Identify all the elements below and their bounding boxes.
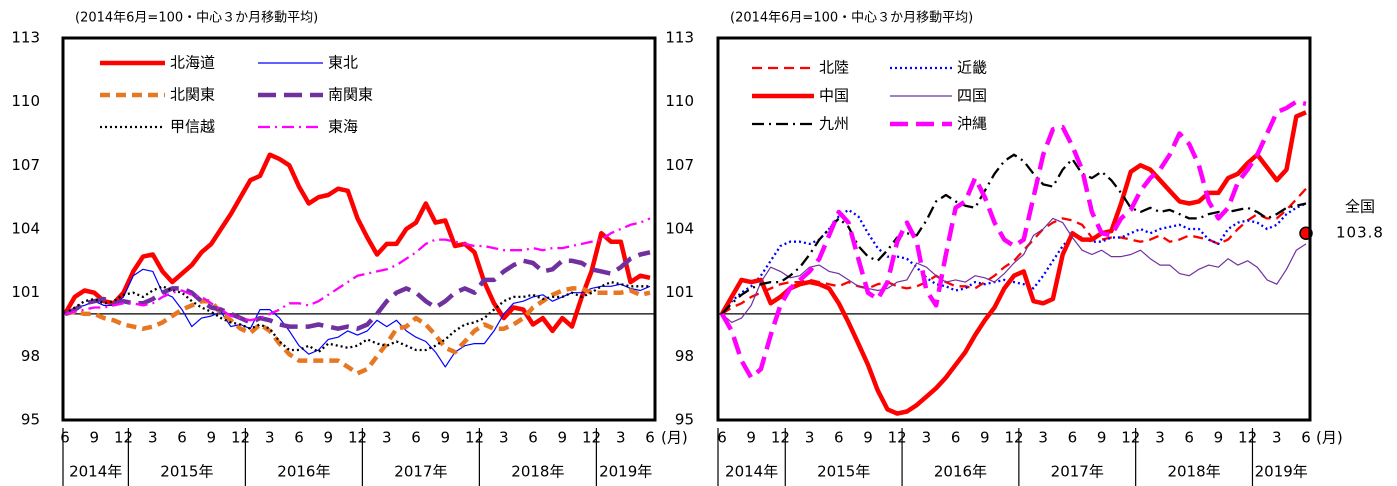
x-tick-label: 9 bbox=[557, 429, 567, 447]
series-line bbox=[64, 217, 651, 322]
x-tick-label: 9 bbox=[1097, 429, 1107, 447]
y-tick-label: 110 bbox=[665, 92, 694, 110]
x-tick-label: 6 bbox=[717, 429, 727, 447]
x-tick-label: 6 bbox=[1184, 429, 1194, 447]
legend-label: 東海 bbox=[328, 118, 358, 136]
x-tick-label: 9 bbox=[746, 429, 756, 447]
annotation-value: 103.8 bbox=[1336, 224, 1384, 242]
x-tick-label: 9 bbox=[206, 429, 216, 447]
x-tick-label: 6 bbox=[1068, 429, 1078, 447]
legend-label: 中国 bbox=[819, 87, 849, 105]
x-tick-label: 3 bbox=[1038, 429, 1048, 447]
y-tick-label: 107 bbox=[11, 156, 40, 174]
y-tick-label: 113 bbox=[11, 29, 40, 47]
y-tick-label: 95 bbox=[21, 411, 40, 429]
x-tick-label: 12 bbox=[582, 429, 601, 447]
year-label: 2014年 bbox=[69, 463, 122, 481]
x-tick-label: 9 bbox=[323, 429, 333, 447]
x-tick-label: 12 bbox=[1238, 429, 1257, 447]
legend-label: 沖縄 bbox=[957, 115, 987, 133]
year-label: 2017年 bbox=[1051, 463, 1104, 481]
legend-label: 九州 bbox=[819, 115, 849, 133]
year-label: 2015年 bbox=[817, 463, 870, 481]
series-line bbox=[64, 286, 651, 376]
y-tick-label: 104 bbox=[665, 220, 694, 238]
x-tick-label: 3 bbox=[148, 429, 158, 447]
subtitle: (2014年6月=100・中心３か月移動平均) bbox=[75, 11, 318, 26]
x-tick-label: 6 bbox=[834, 429, 844, 447]
x-tick-label: 3 bbox=[616, 429, 626, 447]
x-tick-label: 3 bbox=[265, 429, 275, 447]
x-tick-label: 12 bbox=[1121, 429, 1140, 447]
y-tick-label: 101 bbox=[665, 283, 694, 301]
x-tick-label: 6 bbox=[411, 429, 421, 447]
x-unit: (月) bbox=[1316, 429, 1343, 447]
x-tick-label: 3 bbox=[922, 429, 932, 447]
legend-label: 南関東 bbox=[328, 86, 373, 104]
series-line bbox=[720, 99, 1307, 380]
y-tick-label: 104 bbox=[11, 220, 40, 238]
legend-label: 北関東 bbox=[170, 86, 215, 104]
x-tick-label: 6 bbox=[177, 429, 187, 447]
x-tick-label: 12 bbox=[114, 429, 133, 447]
x-tick-label: 9 bbox=[980, 429, 990, 447]
plot-frame bbox=[61, 36, 657, 422]
x-tick-label: 3 bbox=[499, 429, 509, 447]
year-label: 2019年 bbox=[1255, 463, 1308, 481]
y-tick-label: 101 bbox=[11, 283, 40, 301]
x-tick-label: 12 bbox=[771, 429, 790, 447]
series-line bbox=[64, 280, 650, 354]
x-tick-label: 6 bbox=[1301, 429, 1311, 447]
x-tick-label: 6 bbox=[951, 429, 961, 447]
year-label: 2018年 bbox=[511, 463, 564, 481]
x-tick-label: 3 bbox=[805, 429, 815, 447]
plot-frame bbox=[716, 36, 1312, 422]
y-tick-label: 107 bbox=[665, 156, 694, 174]
subtitle: (2014年6月=100・中心３か月移動平均) bbox=[730, 11, 973, 26]
x-tick-label: 9 bbox=[863, 429, 873, 447]
y-tick-label: 113 bbox=[665, 29, 694, 47]
x-tick-label: 9 bbox=[89, 429, 99, 447]
series-line bbox=[721, 153, 1307, 315]
x-tick-label: 6 bbox=[528, 429, 538, 447]
x-unit: (月) bbox=[661, 429, 688, 447]
year-label: 2016年 bbox=[277, 463, 330, 481]
legend-label: 四国 bbox=[957, 87, 987, 105]
y-tick-label: 95 bbox=[675, 411, 694, 429]
x-tick-label: 9 bbox=[440, 429, 450, 447]
y-tick-label: 98 bbox=[675, 347, 694, 365]
x-tick-label: 6 bbox=[60, 429, 70, 447]
year-label: 2018年 bbox=[1167, 463, 1220, 481]
legend-label: 北陸 bbox=[819, 59, 849, 77]
x-tick-label: 3 bbox=[1272, 429, 1282, 447]
series-line bbox=[721, 187, 1307, 315]
series-line bbox=[721, 217, 1307, 323]
x-tick-label: 12 bbox=[888, 429, 907, 447]
year-label: 2014年 bbox=[725, 463, 778, 481]
legend-label: 甲信越 bbox=[170, 118, 215, 136]
y-tick-label: 98 bbox=[21, 347, 40, 365]
series-line bbox=[63, 152, 651, 334]
x-tick-label: 12 bbox=[348, 429, 367, 447]
annotation-label: 全国 bbox=[1345, 198, 1375, 216]
x-tick-label: 3 bbox=[382, 429, 392, 447]
year-label: 2017年 bbox=[394, 463, 447, 481]
year-label: 2016年 bbox=[934, 463, 987, 481]
x-tick-label: 12 bbox=[1004, 429, 1023, 447]
x-tick-label: 3 bbox=[1155, 429, 1165, 447]
series-line bbox=[64, 250, 651, 331]
x-tick-label: 9 bbox=[1214, 429, 1224, 447]
year-label: 2019年 bbox=[599, 463, 652, 481]
legend-label: 東北 bbox=[328, 54, 358, 72]
y-tick-label: 110 bbox=[11, 92, 40, 110]
year-label: 2015年 bbox=[160, 463, 213, 481]
x-tick-label: 12 bbox=[465, 429, 484, 447]
x-tick-label: 6 bbox=[645, 429, 655, 447]
legend-label: 近畿 bbox=[957, 59, 987, 77]
x-tick-label: 6 bbox=[294, 429, 304, 447]
legend-label: 北海道 bbox=[170, 54, 215, 72]
x-tick-label: 12 bbox=[231, 429, 250, 447]
